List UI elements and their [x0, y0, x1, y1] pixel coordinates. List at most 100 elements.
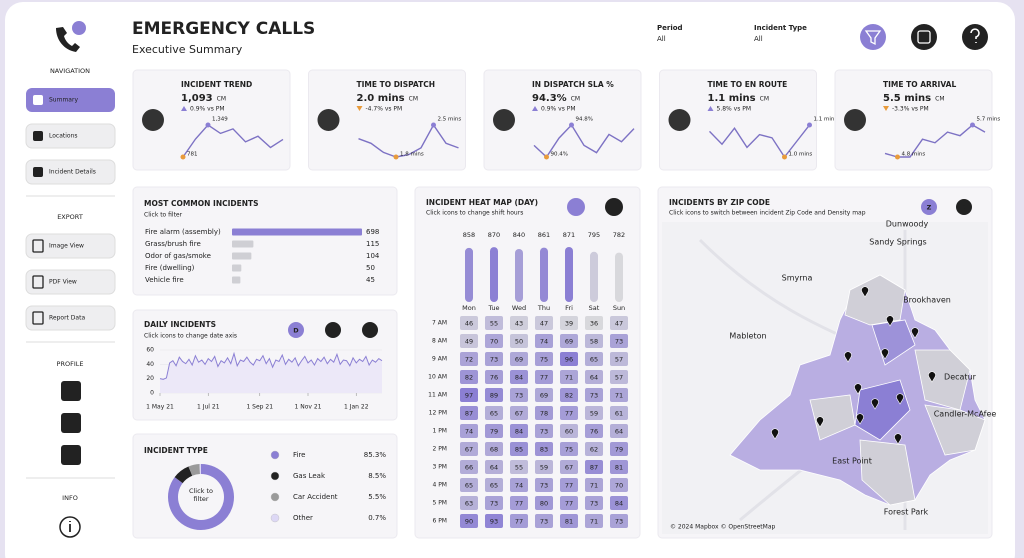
map-pin[interactable] [816, 416, 824, 428]
heat-cell[interactable] [460, 352, 478, 366]
heat-cell[interactable] [585, 460, 603, 474]
heat-cell[interactable] [535, 514, 553, 528]
heat-cell[interactable] [485, 370, 503, 384]
heat-cell[interactable] [610, 424, 628, 438]
export-label[interactable]: Report Data [49, 315, 85, 322]
map-pin[interactable] [894, 433, 902, 445]
map-pin[interactable] [871, 398, 879, 410]
nav-label[interactable]: Summary [49, 97, 78, 104]
heat-cell[interactable] [510, 388, 528, 402]
heat-cell[interactable] [560, 370, 578, 384]
heat-cell[interactable] [610, 442, 628, 456]
category-label[interactable]: Fire (dwelling) [145, 264, 195, 272]
heat-cell[interactable] [610, 388, 628, 402]
heat-cell[interactable] [510, 442, 528, 456]
zip-area[interactable] [809, 394, 856, 441]
heat-cell[interactable] [460, 496, 478, 510]
export-button[interactable] [25, 305, 116, 331]
heat-cell[interactable] [585, 424, 603, 438]
axis-button[interactable] [362, 322, 378, 338]
zip-area[interactable] [854, 379, 911, 441]
heat-cell[interactable] [510, 406, 528, 420]
heat-cell[interactable] [585, 442, 603, 456]
heat-cell[interactable] [510, 514, 528, 528]
heat-cell[interactable] [510, 352, 528, 366]
heat-cell[interactable] [610, 334, 628, 348]
map-pin[interactable] [854, 383, 862, 395]
heat-cell[interactable] [535, 388, 553, 402]
legend-label[interactable]: Gas Leak [293, 472, 326, 480]
bar[interactable] [232, 240, 254, 248]
x-icon[interactable] [61, 413, 81, 433]
night-shift-button[interactable] [605, 198, 623, 216]
heat-cell[interactable] [535, 442, 553, 456]
category-label[interactable]: Vehicle fire [145, 276, 184, 284]
heat-cell[interactable] [560, 406, 578, 420]
help-button[interactable] [962, 24, 988, 50]
heat-cell[interactable] [460, 460, 478, 474]
map-mode-label[interactable]: Z [927, 204, 932, 212]
info-icon[interactable] [59, 516, 81, 538]
heat-cell[interactable] [560, 514, 578, 528]
heat-cell[interactable] [610, 370, 628, 384]
heat-cell[interactable] [460, 334, 478, 348]
heat-cell[interactable] [610, 514, 628, 528]
heat-cell[interactable] [535, 406, 553, 420]
bar[interactable] [232, 264, 242, 272]
heat-cell[interactable] [585, 316, 603, 330]
web-icon[interactable] [61, 445, 81, 465]
map-pin[interactable] [881, 348, 889, 360]
heat-cell[interactable] [485, 478, 503, 492]
heat-cell[interactable] [610, 406, 628, 420]
heat-cell[interactable] [485, 388, 503, 402]
heat-cell[interactable] [510, 460, 528, 474]
heat-cell[interactable] [560, 460, 578, 474]
heat-cell[interactable] [560, 334, 578, 348]
heat-cell[interactable] [585, 406, 603, 420]
map-pin[interactable] [928, 371, 936, 383]
donut-slice[interactable] [188, 464, 201, 476]
zip-area[interactable] [914, 349, 971, 411]
axis-button-label[interactable]: M [367, 327, 373, 335]
linkedin-icon[interactable] [61, 381, 81, 401]
heat-cell[interactable] [535, 352, 553, 366]
heat-cell[interactable] [460, 442, 478, 456]
heat-cell[interactable] [535, 424, 553, 438]
bar[interactable] [232, 228, 362, 236]
heat-cell[interactable] [610, 352, 628, 366]
filter-value[interactable]: All [657, 35, 666, 43]
zip-area[interactable] [844, 274, 906, 326]
donut-center-text[interactable]: Click to filter [188, 487, 214, 503]
heat-cell[interactable] [585, 478, 603, 492]
heat-cell[interactable] [510, 496, 528, 510]
heat-cell[interactable] [610, 478, 628, 492]
map-pin[interactable] [896, 393, 904, 405]
heat-cell[interactable] [560, 442, 578, 456]
heat-cell[interactable] [535, 334, 553, 348]
heat-cell[interactable] [585, 334, 603, 348]
donut-slice[interactable] [168, 464, 234, 530]
legend-label[interactable]: Fire [293, 451, 306, 459]
heat-cell[interactable] [585, 514, 603, 528]
heat-cell[interactable] [485, 442, 503, 456]
category-label[interactable]: Grass/brush fire [145, 240, 201, 248]
heat-cell[interactable] [535, 316, 553, 330]
heat-cell[interactable] [460, 370, 478, 384]
heat-cell[interactable] [485, 334, 503, 348]
heat-cell[interactable] [535, 496, 553, 510]
day-shift-button[interactable] [567, 198, 585, 216]
heat-cell[interactable] [560, 496, 578, 510]
nav-button[interactable] [25, 159, 116, 185]
calendar-button[interactable] [911, 24, 937, 50]
category-label[interactable]: Odor of gas/smoke [145, 252, 211, 260]
filter-value[interactable]: All [754, 35, 763, 43]
heat-cell[interactable] [585, 370, 603, 384]
heat-cell[interactable] [560, 424, 578, 438]
heat-cell[interactable] [535, 478, 553, 492]
axis-button[interactable] [325, 322, 341, 338]
heat-cell[interactable] [585, 388, 603, 402]
heat-cell[interactable] [510, 424, 528, 438]
legend-label[interactable]: Car Accident [293, 493, 338, 501]
heat-cell[interactable] [510, 478, 528, 492]
heat-cell[interactable] [485, 514, 503, 528]
